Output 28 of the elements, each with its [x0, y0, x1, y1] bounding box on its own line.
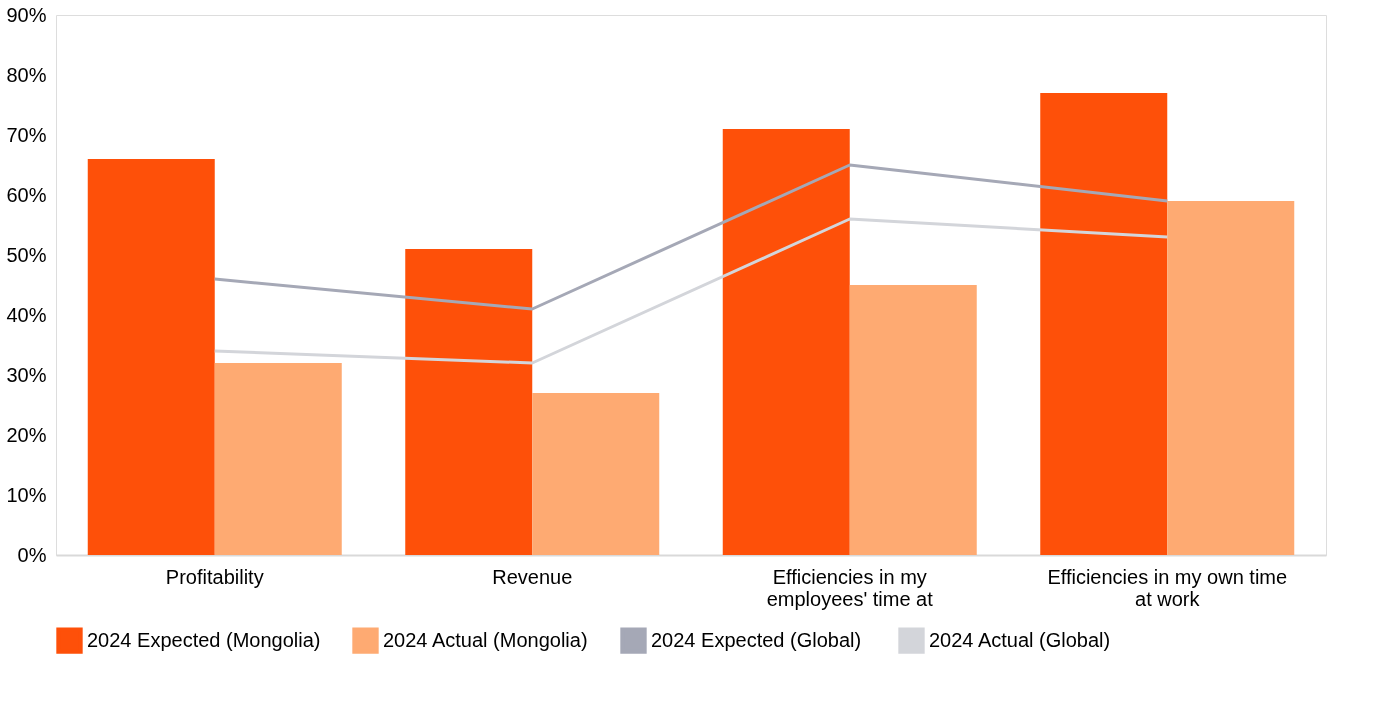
bar — [849, 285, 977, 555]
x-tick-label: Efficiencies in my employees' time at — [766, 565, 934, 610]
bar — [532, 393, 660, 555]
x-tick-label: Profitability — [165, 565, 264, 588]
legend-label: 2024 Actual (Global) — [929, 628, 1111, 651]
y-tick-label: 20% — [6, 423, 47, 446]
bar — [405, 249, 533, 555]
bar — [1040, 93, 1168, 555]
y-tick-label: 50% — [6, 243, 47, 266]
y-tick-label: 90% — [6, 3, 47, 26]
bar — [214, 363, 342, 555]
bar — [87, 159, 215, 555]
y-tick-label: 70% — [6, 123, 47, 146]
y-tick-label: 60% — [6, 183, 47, 206]
bar — [722, 129, 850, 555]
x-tick-label: Efficiencies in my own time at work — [1047, 565, 1288, 610]
y-tick-label: 40% — [6, 303, 47, 326]
y-tick-label: 0% — [17, 543, 47, 566]
bar — [1167, 201, 1295, 555]
y-tick-label: 30% — [6, 363, 47, 386]
line-series — [213, 217, 1169, 365]
x-tick-label: Revenue — [492, 565, 573, 588]
y-tick-label: 80% — [6, 63, 47, 86]
y-tick-label: 10% — [6, 483, 47, 506]
legend-label: 2024 Expected (Mongolia) — [87, 628, 321, 651]
legend-label: 2024 Expected (Global) — [651, 628, 862, 651]
legend-label: 2024 Actual (Mongolia) — [383, 628, 588, 651]
line-series — [213, 163, 1169, 311]
